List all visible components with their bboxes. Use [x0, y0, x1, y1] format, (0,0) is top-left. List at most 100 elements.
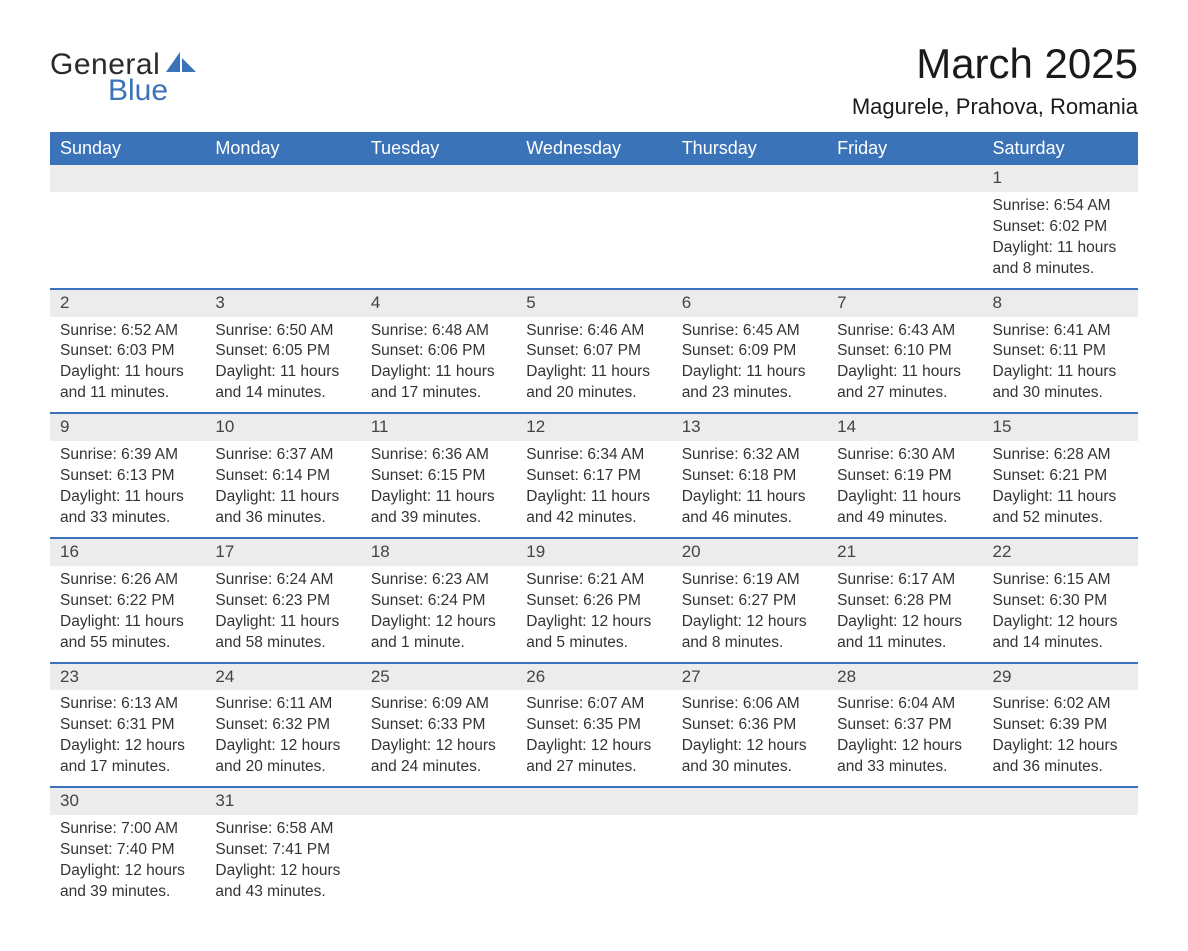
sunset-text: Sunset: 6:15 PM: [371, 466, 506, 487]
day-cell: Sunrise: 6:48 AMSunset: 6:06 PMDaylight:…: [361, 317, 516, 414]
title-block: March 2025 Magurele, Prahova, Romania: [852, 40, 1138, 120]
sunset-text: Sunset: 6:27 PM: [682, 591, 817, 612]
daylight-text: Daylight: 11 hours: [526, 487, 661, 508]
day-cell: Sunrise: 6:45 AMSunset: 6:09 PMDaylight:…: [672, 317, 827, 414]
sunset-text: Sunset: 6:33 PM: [371, 715, 506, 736]
daylight-text: and 1 minute.: [371, 633, 506, 654]
day-number: 26: [516, 663, 671, 691]
sunset-text: Sunset: 6:28 PM: [837, 591, 972, 612]
sunset-text: Sunset: 6:24 PM: [371, 591, 506, 612]
day-number: 23: [50, 663, 205, 691]
sunset-text: Sunset: 6:07 PM: [526, 341, 661, 362]
daylight-text: Daylight: 12 hours: [682, 736, 817, 757]
daylight-text: and 46 minutes.: [682, 508, 817, 529]
sunrise-text: Sunrise: 6:32 AM: [682, 445, 817, 466]
day-cell: Sunrise: 6:46 AMSunset: 6:07 PMDaylight:…: [516, 317, 671, 414]
day-number: [516, 787, 671, 815]
daylight-text: and 43 minutes.: [215, 882, 350, 903]
daylight-text: Daylight: 12 hours: [526, 736, 661, 757]
sunrise-text: Sunrise: 6:45 AM: [682, 321, 817, 342]
daylight-text: and 39 minutes.: [60, 882, 195, 903]
sunrise-text: Sunrise: 6:21 AM: [526, 570, 661, 591]
day-cell: Sunrise: 6:02 AMSunset: 6:39 PMDaylight:…: [983, 690, 1138, 787]
day-cell: Sunrise: 6:50 AMSunset: 6:05 PMDaylight:…: [205, 317, 360, 414]
daylight-text: Daylight: 12 hours: [682, 612, 817, 633]
sunset-text: Sunset: 7:40 PM: [60, 840, 195, 861]
sunset-text: Sunset: 6:06 PM: [371, 341, 506, 362]
sunrise-text: Sunrise: 6:15 AM: [993, 570, 1128, 591]
day-cell: Sunrise: 6:32 AMSunset: 6:18 PMDaylight:…: [672, 441, 827, 538]
day-cell: Sunrise: 6:21 AMSunset: 6:26 PMDaylight:…: [516, 566, 671, 663]
day-header: Sunday: [50, 132, 205, 165]
sunset-text: Sunset: 6:11 PM: [993, 341, 1128, 362]
daylight-text: and 20 minutes.: [526, 383, 661, 404]
sunset-text: Sunset: 6:22 PM: [60, 591, 195, 612]
sunset-text: Sunset: 6:37 PM: [837, 715, 972, 736]
daylight-text: and 24 minutes.: [371, 757, 506, 778]
day-cell: Sunrise: 6:23 AMSunset: 6:24 PMDaylight:…: [361, 566, 516, 663]
sunset-text: Sunset: 6:19 PM: [837, 466, 972, 487]
sunrise-text: Sunrise: 6:54 AM: [993, 196, 1128, 217]
sunset-text: Sunset: 6:18 PM: [682, 466, 817, 487]
sunset-text: Sunset: 6:09 PM: [682, 341, 817, 362]
sunset-text: Sunset: 6:35 PM: [526, 715, 661, 736]
day-cell: Sunrise: 6:28 AMSunset: 6:21 PMDaylight:…: [983, 441, 1138, 538]
daylight-text: Daylight: 11 hours: [526, 362, 661, 383]
sunrise-text: Sunrise: 6:34 AM: [526, 445, 661, 466]
daylight-text: and 30 minutes.: [682, 757, 817, 778]
month-title: March 2025: [852, 40, 1138, 88]
sunrise-text: Sunrise: 6:06 AM: [682, 694, 817, 715]
day-number: 31: [205, 787, 360, 815]
sunrise-text: Sunrise: 6:50 AM: [215, 321, 350, 342]
sunrise-text: Sunrise: 6:23 AM: [371, 570, 506, 591]
daynum-row: 3031: [50, 787, 1138, 815]
day-cell: [827, 192, 982, 289]
sunset-text: Sunset: 6:39 PM: [993, 715, 1128, 736]
content-row: Sunrise: 6:54 AMSunset: 6:02 PMDaylight:…: [50, 192, 1138, 289]
sunrise-text: Sunrise: 6:41 AM: [993, 321, 1128, 342]
daylight-text: Daylight: 12 hours: [837, 612, 972, 633]
sunset-text: Sunset: 6:30 PM: [993, 591, 1128, 612]
day-header: Wednesday: [516, 132, 671, 165]
daylight-text: Daylight: 12 hours: [526, 612, 661, 633]
daylight-text: and 39 minutes.: [371, 508, 506, 529]
day-number: 16: [50, 538, 205, 566]
daylight-text: and 42 minutes.: [526, 508, 661, 529]
sunset-text: Sunset: 6:26 PM: [526, 591, 661, 612]
day-number: 29: [983, 663, 1138, 691]
day-number: 14: [827, 413, 982, 441]
day-number: 15: [983, 413, 1138, 441]
daylight-text: Daylight: 11 hours: [993, 487, 1128, 508]
daylight-text: and 33 minutes.: [837, 757, 972, 778]
day-cell: Sunrise: 6:17 AMSunset: 6:28 PMDaylight:…: [827, 566, 982, 663]
sunset-text: Sunset: 6:13 PM: [60, 466, 195, 487]
daynum-row: 23242526272829: [50, 663, 1138, 691]
day-cell: [983, 815, 1138, 911]
day-cell: Sunrise: 6:43 AMSunset: 6:10 PMDaylight:…: [827, 317, 982, 414]
content-row: Sunrise: 6:26 AMSunset: 6:22 PM Daylight:…: [50, 566, 1138, 663]
sunrise-text: Sunrise: 6:17 AM: [837, 570, 972, 591]
daylight-text: Daylight: 12 hours: [215, 736, 350, 757]
day-cell: Sunrise: 6:52 AMSunset: 6:03 PMDaylight:…: [50, 317, 205, 414]
daynum-row: 2345678: [50, 289, 1138, 317]
sunrise-text: Sunrise: 6:28 AM: [993, 445, 1128, 466]
daylight-text: Daylight: 11 hours: [371, 362, 506, 383]
daylight-text: and 55 minutes.: [60, 633, 195, 654]
daylight-text: Daylight: 11 hours: [993, 362, 1128, 383]
day-header: Friday: [827, 132, 982, 165]
daylight-text: and 27 minutes.: [837, 383, 972, 404]
daylight-text: Daylight: 12 hours: [215, 861, 350, 882]
daylight-text: and 23 minutes.: [682, 383, 817, 404]
sunrise-text: Sunrise: 6:48 AM: [371, 321, 506, 342]
day-number: 1: [983, 165, 1138, 192]
logo-sail-icon: [166, 50, 196, 79]
sunset-text: Sunset: 6:36 PM: [682, 715, 817, 736]
sunrise-text: Sunrise: 6:36 AM: [371, 445, 506, 466]
daylight-text: Daylight: 11 hours: [60, 487, 195, 508]
daynum-row: 1: [50, 165, 1138, 192]
daylight-text: Daylight: 11 hours: [371, 487, 506, 508]
sunrise-text: Sunrise: 6:26 AM: [60, 570, 195, 591]
daylight-text: and 20 minutes.: [215, 757, 350, 778]
day-number: [361, 165, 516, 192]
sunset-text: Sunset: 6:05 PM: [215, 341, 350, 362]
